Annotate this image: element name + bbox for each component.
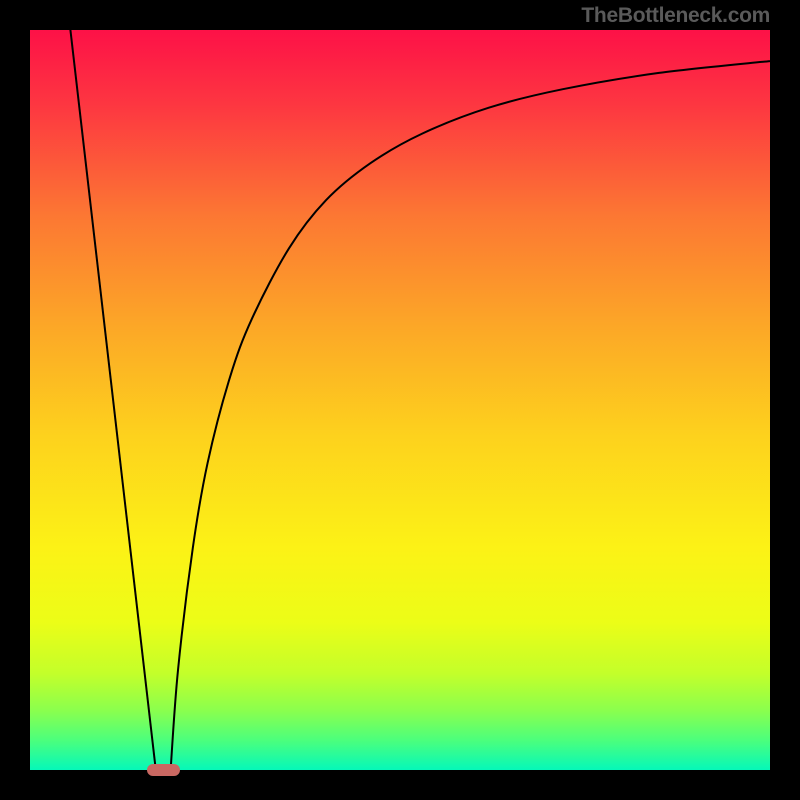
chart-frame: TheBottleneck.com [0,0,800,800]
bottleneck-curve [30,30,770,770]
optimum-marker [147,764,180,776]
plot-area [30,30,770,770]
attribution-text: TheBottleneck.com [581,4,770,28]
